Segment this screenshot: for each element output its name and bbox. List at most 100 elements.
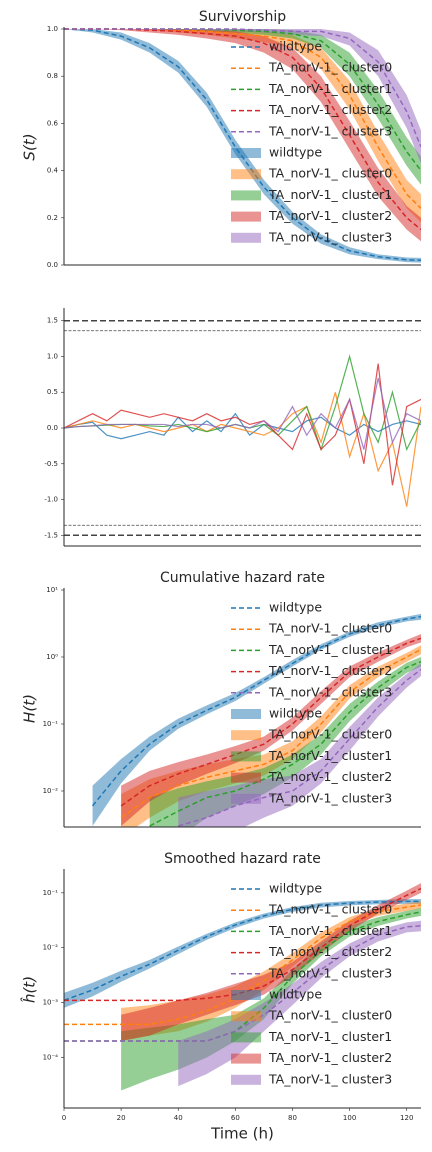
legend-label: TA_norV-1_ cluster2 — [268, 663, 392, 678]
legend-label: TA_norV-1_ cluster3 — [268, 1071, 392, 1086]
legend-label: wildtype — [269, 706, 322, 721]
y-tick-label: -1.5 — [44, 531, 58, 539]
series-line — [64, 900, 421, 1002]
legend-label: wildtype — [269, 39, 322, 54]
legend-patch — [231, 148, 261, 158]
legend-patch — [231, 1011, 261, 1022]
series-line — [64, 412, 421, 440]
series-line — [149, 661, 421, 827]
series-line — [64, 28, 421, 209]
y-tick-label: 10⁻¹ — [43, 720, 59, 728]
confidence-band — [121, 634, 421, 827]
series-line — [64, 28, 421, 231]
x-tick-label: 80 — [288, 1114, 297, 1122]
chart-title: Survivorship — [199, 9, 286, 25]
legend-patch — [231, 772, 261, 783]
legend-label: TA_norV-1_ cluster1 — [268, 923, 392, 938]
chart-title: Cumulative hazard rate — [160, 570, 325, 586]
legend-patch — [231, 1053, 261, 1064]
legend-label: TA_norV-1_ cluster2 — [268, 102, 392, 117]
series-line — [64, 392, 421, 507]
x-axis-label: Time (h) — [210, 1125, 274, 1143]
y-tick-label: 10⁻¹ — [43, 889, 59, 897]
confidence-band — [149, 656, 421, 827]
confidence-band — [178, 663, 421, 827]
x-tick-label: 60 — [231, 1114, 240, 1122]
legend-label: TA_norV-1_ cluster3 — [268, 790, 392, 805]
legend-patch — [231, 990, 261, 1000]
legend-patch — [231, 709, 261, 719]
plot-area — [91, 613, 421, 827]
y-tick-label: -0.5 — [44, 460, 58, 468]
y-tick-label: 10⁻⁴ — [43, 1053, 59, 1061]
legend-label: wildtype — [269, 600, 322, 615]
y-tick-label: 10⁻² — [43, 787, 59, 795]
legend-label: TA_norV-1_ cluster0 — [268, 621, 392, 636]
y-tick-label: 0.4 — [47, 167, 59, 175]
x-tick-label: 120 — [400, 1114, 413, 1122]
legend-patch — [231, 730, 261, 741]
legend-patch — [231, 190, 261, 201]
legend-patch — [231, 793, 261, 804]
legend-label: TA_norV-1_ cluster1 — [268, 642, 392, 657]
legend-patch — [231, 751, 261, 762]
series-line — [64, 363, 421, 486]
legend-patch — [231, 232, 261, 243]
legend-label: wildtype — [269, 987, 322, 1002]
legend-patch — [231, 211, 261, 222]
legend-label: TA_norV-1_ cluster2 — [268, 944, 392, 959]
confidence-band — [121, 883, 421, 1041]
series-line — [64, 904, 421, 1026]
confidence-band — [64, 899, 421, 1008]
y-tick-label: -1.0 — [44, 496, 58, 504]
x-tick-label: 20 — [117, 1114, 126, 1122]
y-tick-label: 0.5 — [47, 388, 58, 396]
confidence-band — [121, 645, 421, 827]
legend-label: TA_norV-1_ cluster2 — [268, 208, 392, 223]
series-line — [64, 28, 421, 172]
legend-label: TA_norV-1_ cluster0 — [268, 166, 392, 181]
legend-label: TA_norV-1_ cluster2 — [268, 1050, 392, 1065]
legend-label: TA_norV-1_ cluster3 — [268, 684, 392, 699]
legend-label: TA_norV-1_ cluster0 — [268, 902, 392, 917]
series-line — [178, 668, 421, 827]
y-tick-label: 1.0 — [47, 25, 58, 33]
legend-patch — [231, 169, 261, 180]
series-line — [64, 377, 421, 450]
legend-label: TA_norV-1_ cluster1 — [268, 187, 392, 202]
series-line — [64, 28, 421, 148]
y-tick-label: 0.0 — [47, 424, 58, 432]
plot-area — [64, 319, 421, 537]
y-tick-label: 10⁻² — [43, 944, 59, 952]
chart-title: Smoothed hazard rate — [164, 851, 321, 867]
y-axis-label: H(t) — [21, 694, 39, 723]
series-line — [120, 637, 421, 807]
x-tick-label: 40 — [174, 1114, 183, 1122]
y-tick-label: 0.2 — [47, 214, 58, 222]
legend-patch — [231, 1032, 261, 1043]
legend-label: TA_norV-1_ cluster1 — [268, 748, 392, 763]
legend-label: wildtype — [269, 145, 322, 160]
plot-area — [64, 883, 421, 1091]
legend-patch — [231, 1074, 261, 1085]
legend-label: TA_norV-1_ cluster0 — [268, 727, 392, 742]
y-axis-label: S(t) — [21, 133, 39, 160]
y-tick-label: 1.5 — [47, 317, 58, 325]
series-line — [91, 615, 421, 807]
legend-label: TA_norV-1_ cluster0 — [268, 60, 392, 75]
legend-label: wildtype — [269, 881, 322, 896]
legend-label: TA_norV-1_ cluster3 — [268, 229, 392, 244]
series-line — [64, 28, 421, 262]
legend-label: TA_norV-1_ cluster3 — [268, 123, 392, 138]
legend-label: TA_norV-1_ cluster1 — [268, 81, 392, 96]
y-tick-label: 10⁰ — [46, 653, 58, 661]
plot-area — [64, 28, 421, 263]
y-tick-label: 0.8 — [47, 72, 58, 80]
series-line — [120, 648, 421, 819]
legend-label: TA_norV-1_ cluster1 — [268, 1029, 392, 1044]
x-tick-label: 100 — [343, 1114, 356, 1122]
y-tick-label: 0.0 — [47, 261, 58, 269]
legend-label: TA_norV-1_ cluster0 — [268, 1008, 392, 1023]
legend-label: TA_norV-1_ cluster2 — [268, 769, 392, 784]
